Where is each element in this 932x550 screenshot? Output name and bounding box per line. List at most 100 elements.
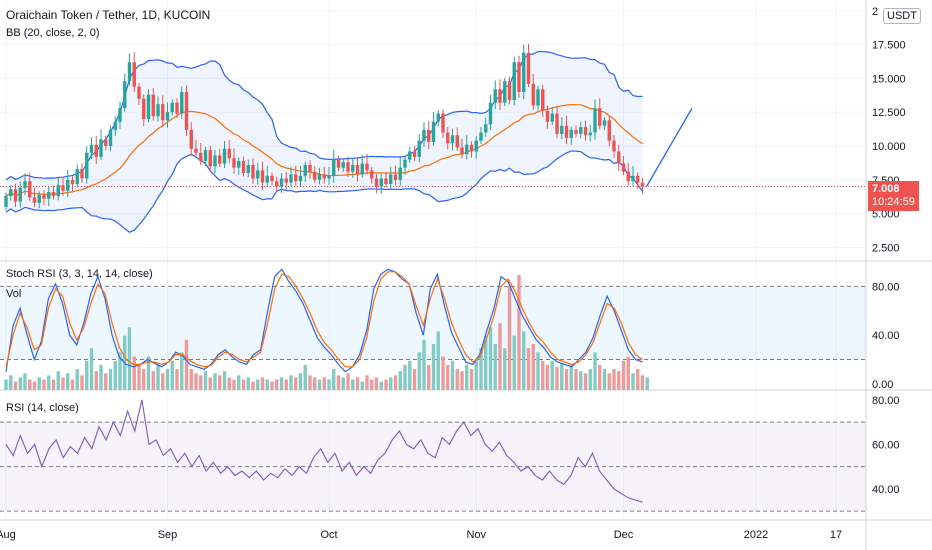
- candle-body: [441, 113, 445, 133]
- volume-bar: [583, 373, 588, 390]
- volume-bar: [189, 369, 193, 390]
- volume-bar: [213, 373, 217, 390]
- volume-bar: [598, 364, 602, 390]
- volume-bar: [607, 373, 611, 390]
- candle-body: [384, 178, 388, 184]
- candle-body: [417, 140, 421, 157]
- candle-body: [574, 129, 578, 134]
- volume-bar: [42, 379, 46, 390]
- chart-title: Oraichain Token / Tether, 1D, KUCOIN: [6, 8, 211, 22]
- candle-body: [61, 185, 65, 191]
- volume-bar: [346, 373, 350, 390]
- volume-bar: [555, 367, 559, 390]
- volume-bar: [465, 364, 469, 390]
- volume-bar: [564, 369, 569, 390]
- candle-body: [184, 91, 189, 130]
- candle-body: [607, 120, 611, 141]
- time-tick-label: Dec: [614, 529, 634, 541]
- volume-bar: [602, 369, 607, 390]
- volume-bar: [531, 344, 535, 390]
- volume-bar: [631, 373, 635, 390]
- stoch-rsi-label[interactable]: Stoch RSI (3, 3, 14, 14, close): [6, 268, 153, 280]
- volume-bar: [389, 377, 393, 390]
- volume-bar: [636, 369, 640, 390]
- stoch-tick-label: 80.00: [872, 281, 900, 293]
- time-tick-label: Sep: [158, 529, 178, 541]
- candle-body: [479, 132, 483, 141]
- volume-bar: [436, 331, 440, 390]
- price-tick-label: 5.000: [872, 209, 900, 221]
- volume-bar: [118, 352, 122, 390]
- last-price-tag: 7.008 10:24:59: [868, 181, 919, 211]
- volume-bar: [427, 364, 431, 390]
- candle-body: [360, 163, 364, 175]
- candle-body: [393, 174, 398, 180]
- volume-bar: [327, 379, 331, 390]
- volume-bar: [85, 360, 89, 390]
- volume-bar: [522, 331, 526, 390]
- candle-body: [47, 192, 51, 199]
- candle-body: [165, 112, 170, 121]
- volume-bar: [541, 360, 545, 390]
- volume-bar: [89, 348, 94, 390]
- currency-badge[interactable]: USDT: [883, 8, 921, 24]
- rsi-tick-label: 80.00: [872, 395, 900, 407]
- time-tick-label: Oct: [320, 529, 337, 541]
- volume-bar: [99, 364, 103, 390]
- volume-bar: [560, 362, 564, 390]
- candle-body: [583, 127, 588, 136]
- volume-bar: [94, 371, 98, 390]
- volume-bar: [218, 375, 222, 390]
- volume-bar: [156, 364, 160, 390]
- volume-bar: [75, 369, 79, 390]
- candle-body: [270, 175, 274, 182]
- volume-bar: [151, 371, 155, 390]
- stoch-d-line: [5, 271, 643, 368]
- candle-body: [51, 192, 56, 197]
- candle-body: [189, 129, 193, 149]
- volume-bar: [431, 344, 436, 390]
- volume-bar: [51, 379, 56, 390]
- volume-bar: [161, 373, 165, 390]
- candle-body: [260, 170, 265, 183]
- volume-bar: [536, 352, 540, 390]
- candle-body: [303, 164, 307, 176]
- candle-body: [631, 175, 635, 182]
- candle-body: [156, 104, 160, 117]
- volume-bar: [61, 377, 65, 390]
- volume-bar: [108, 369, 113, 390]
- last-price-value: 7.008: [872, 183, 900, 195]
- candle-body: [612, 140, 616, 152]
- candle-body: [294, 174, 298, 182]
- price-tick-label: 17.500: [872, 40, 906, 52]
- volume-bar: [384, 379, 388, 390]
- volume-bar: [260, 377, 265, 390]
- rsi-label[interactable]: RSI (14, close): [6, 402, 79, 414]
- volume-bar: [184, 339, 189, 390]
- volume-bar: [526, 348, 531, 390]
- bb-indicator-label[interactable]: BB (20, close, 2, 0): [6, 27, 100, 39]
- volume-bar: [251, 381, 255, 390]
- volume-bar: [588, 369, 592, 390]
- rsi-tick-label: 60.00: [872, 439, 900, 451]
- volume-bar: [137, 364, 141, 390]
- volume-bar: [374, 377, 379, 390]
- candle-body: [18, 187, 22, 202]
- price-tick-label: 10.000: [872, 141, 906, 153]
- candle-body: [460, 147, 464, 155]
- candle-body: [32, 197, 37, 203]
- volume-bar: [275, 379, 279, 390]
- candle-body: [104, 139, 108, 147]
- candle-body: [327, 175, 331, 179]
- volume-label[interactable]: Vol: [6, 288, 22, 300]
- candle-body: [137, 86, 141, 99]
- time-tick-label: 17: [830, 529, 842, 541]
- volume-bar: [417, 352, 421, 390]
- candle-body: [450, 135, 455, 144]
- candle-body: [80, 169, 84, 179]
- candle-body: [175, 102, 179, 114]
- candle-body: [564, 125, 569, 138]
- price-tick-label: 15.000: [872, 73, 906, 85]
